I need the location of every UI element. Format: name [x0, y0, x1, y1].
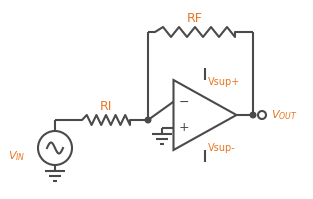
- Text: $V_{OUT}$: $V_{OUT}$: [271, 108, 298, 122]
- Text: +: +: [178, 121, 189, 134]
- Text: RF: RF: [187, 13, 203, 25]
- Text: Vsup+: Vsup+: [208, 77, 240, 87]
- Text: RI: RI: [100, 100, 112, 113]
- Text: −: −: [178, 96, 189, 109]
- Text: Vsup-: Vsup-: [208, 143, 236, 153]
- Circle shape: [145, 117, 151, 123]
- Text: $V_{IN}$: $V_{IN}$: [8, 149, 25, 163]
- Circle shape: [250, 112, 256, 118]
